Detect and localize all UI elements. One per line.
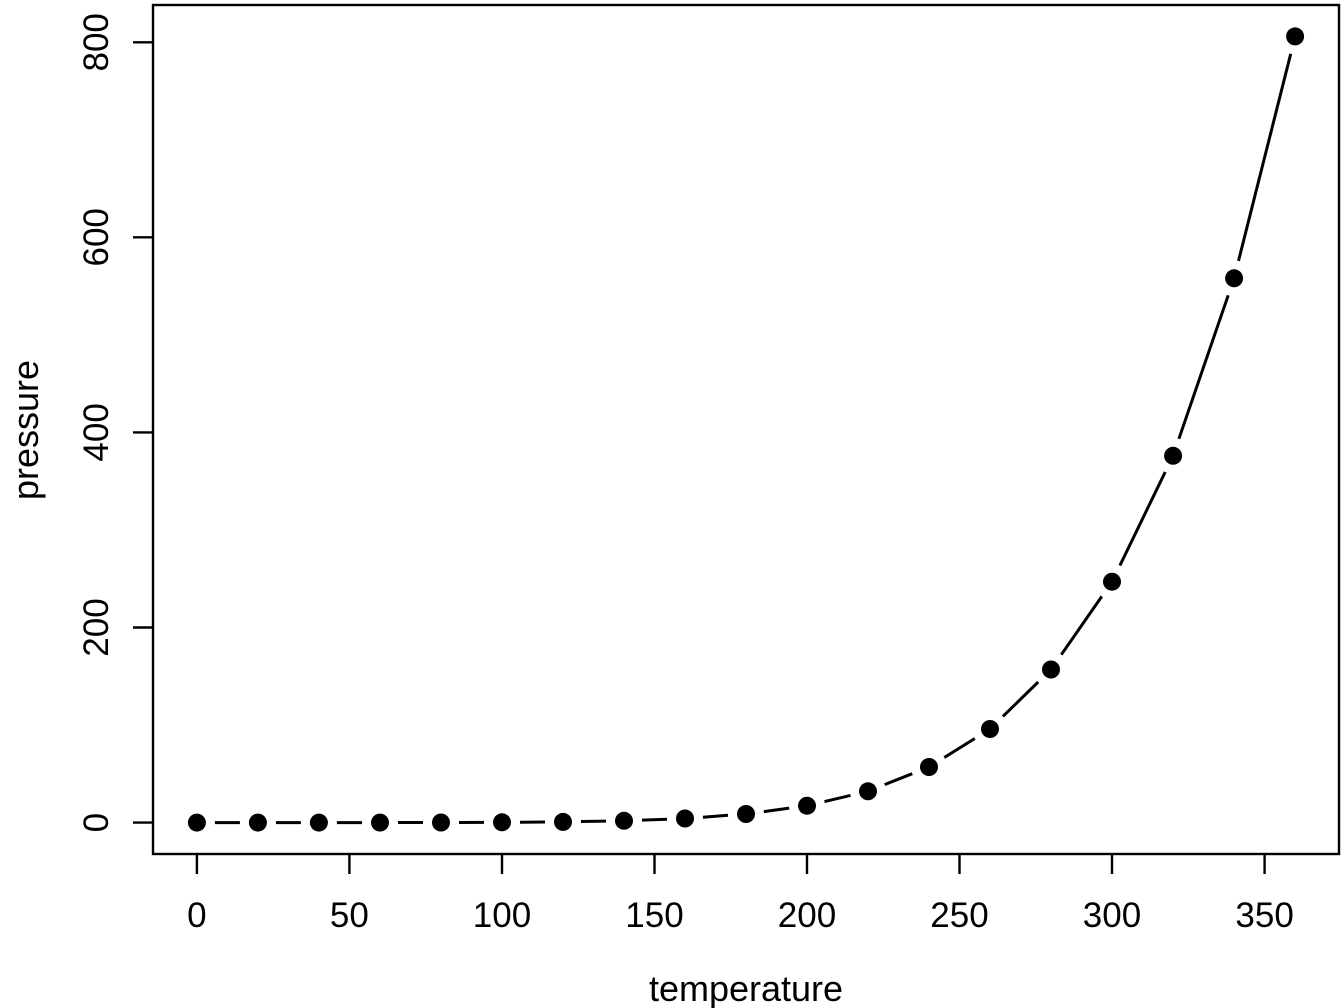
- line-segment: [1118, 471, 1167, 567]
- line-segment: [1237, 53, 1293, 262]
- x-tick-label: 0: [187, 896, 206, 935]
- y-tick-label: 600: [77, 208, 116, 266]
- data-point: [798, 796, 816, 815]
- data-point: [981, 720, 999, 738]
- data-point: [676, 809, 694, 828]
- y-tick-label: 800: [77, 13, 116, 71]
- data-point: [1164, 446, 1183, 465]
- data-point: [493, 813, 511, 832]
- data-point: [554, 812, 572, 831]
- line-segment: [1060, 595, 1104, 656]
- line-segment: [943, 737, 976, 759]
- line-segment: [702, 813, 729, 819]
- x-tick-label: 200: [778, 896, 836, 935]
- y-tick-label: 400: [77, 403, 116, 461]
- y-tick-label: 0: [77, 813, 116, 832]
- line-segment: [1177, 294, 1230, 440]
- x-tick-label: 350: [1235, 896, 1293, 935]
- line-segment: [641, 817, 668, 822]
- data-point: [1286, 27, 1305, 46]
- x-tick-label: 50: [330, 896, 369, 935]
- x-tick-label: 100: [473, 896, 531, 935]
- x-tick-label: 300: [1083, 896, 1141, 935]
- plot-border: [151, 3, 1341, 856]
- x-tick-label: 250: [930, 896, 988, 935]
- line-segment: [884, 772, 913, 786]
- data-point: [1103, 572, 1121, 591]
- data-point: [615, 811, 633, 830]
- line-segment: [1001, 680, 1040, 718]
- data-point: [920, 758, 938, 776]
- x-axis-title: temperature: [648, 968, 844, 1008]
- data-point: [1042, 660, 1060, 679]
- line-segment: [824, 793, 851, 804]
- data-point: [859, 782, 877, 801]
- y-tick-label: 200: [77, 598, 116, 656]
- line-segment: [763, 806, 790, 814]
- data-point: [737, 805, 755, 823]
- data-point: [371, 813, 389, 832]
- data-point: [1225, 269, 1244, 288]
- data-point: [432, 813, 450, 832]
- data-point: [309, 813, 328, 832]
- data-point: [187, 813, 206, 832]
- data-point: [248, 813, 267, 832]
- y-axis-title: pressure: [5, 359, 46, 501]
- x-tick-label: 150: [625, 896, 683, 935]
